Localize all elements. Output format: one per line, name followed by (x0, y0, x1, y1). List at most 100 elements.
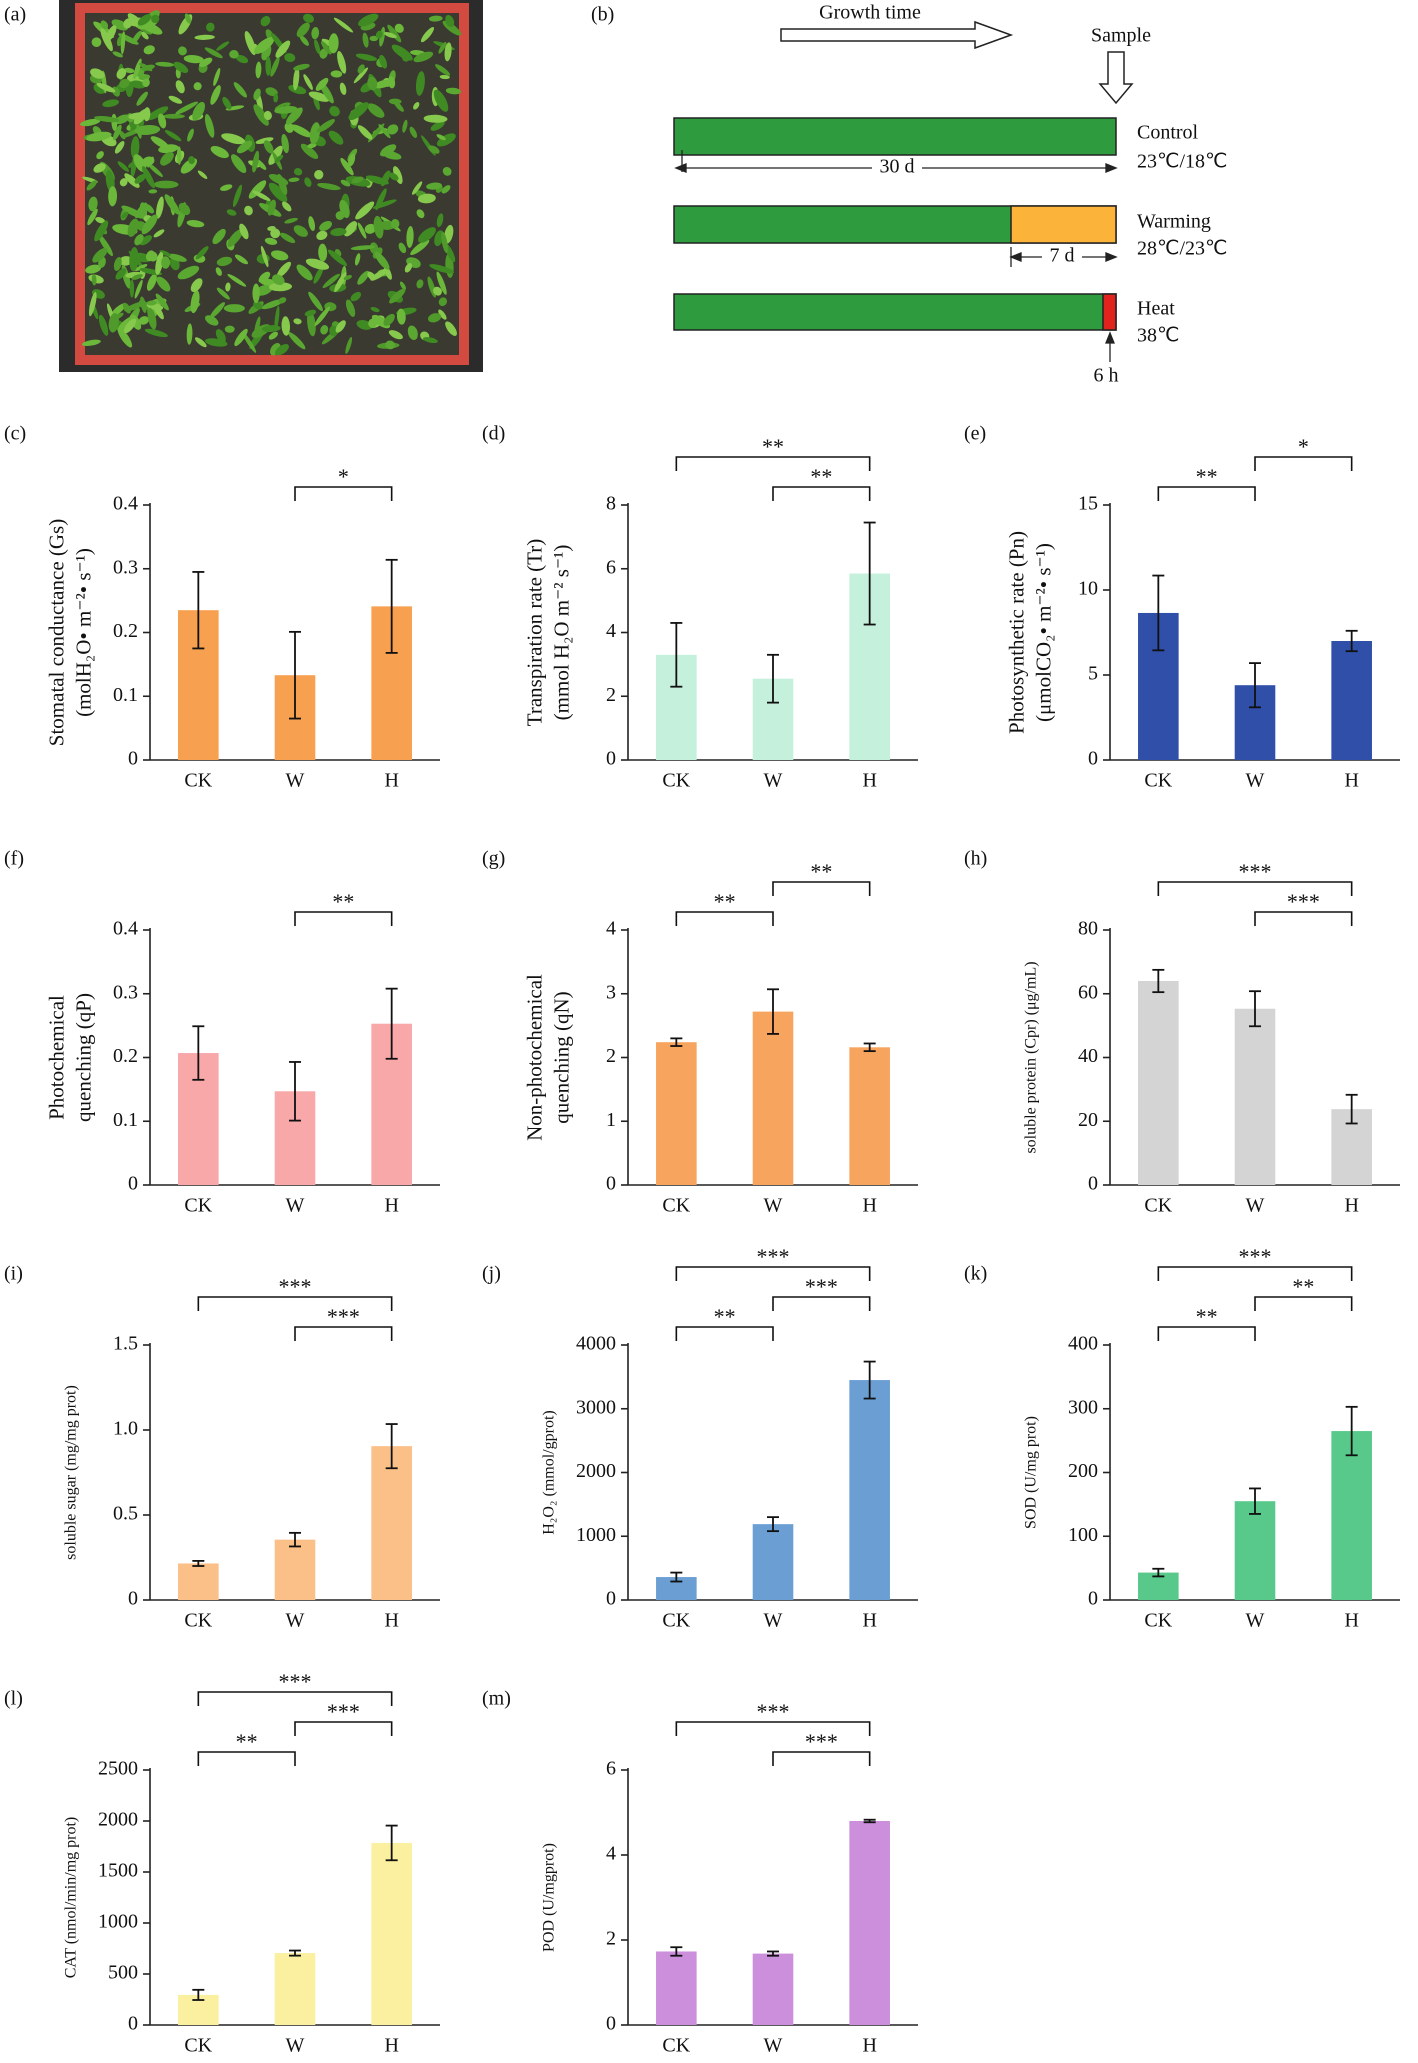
leaf (210, 146, 229, 159)
leaf (106, 25, 117, 41)
leaf (119, 78, 130, 89)
leaf (304, 177, 312, 188)
leaf (373, 215, 384, 239)
bar (849, 1821, 890, 2025)
leaf (175, 101, 199, 115)
leaf (335, 320, 346, 333)
y-tick-label: 0 (1088, 1588, 1098, 1610)
leaf (436, 271, 447, 295)
leaf (86, 131, 112, 142)
significance-bracket (675, 911, 774, 926)
leaf (418, 227, 436, 243)
y-tick-label: 1500 (98, 1860, 138, 1882)
x-tick-label: CK (662, 770, 690, 792)
leaf (260, 15, 271, 27)
leaf (91, 37, 102, 48)
leaf (253, 301, 263, 310)
leaf (267, 225, 276, 231)
significance-label: *** (1239, 859, 1272, 884)
leaf (92, 247, 108, 263)
leaf (345, 299, 356, 317)
leaf (134, 202, 148, 219)
leaf (337, 51, 347, 74)
leaf (270, 56, 280, 77)
leaf (215, 329, 226, 343)
y-axis-label: CAT (nmol/min/mg prot) (63, 1817, 80, 1978)
significance-bracket (294, 1326, 393, 1341)
leaf (393, 166, 403, 184)
leaf (129, 279, 135, 298)
leaf (319, 220, 332, 232)
leaf (156, 276, 171, 292)
leaf (267, 199, 276, 216)
bar (849, 1047, 890, 1185)
leaf (80, 118, 101, 127)
leaf (88, 291, 97, 317)
leaf (362, 32, 369, 48)
leaf (168, 95, 183, 104)
leaf (429, 264, 455, 274)
significance-label: ** (714, 1304, 736, 1329)
y-axis-label: (μmolCO₂• m⁻²• s⁻¹) (1031, 543, 1055, 722)
panel-label: (f) (4, 848, 24, 870)
significance-bracket (294, 911, 393, 926)
significance-bracket (1254, 1296, 1353, 1311)
leaf (146, 106, 169, 121)
leaf (153, 229, 165, 238)
panel-label: (j) (482, 1263, 501, 1285)
y-axis-label: Photochemical (44, 995, 68, 1120)
leaf (215, 267, 222, 276)
bar (656, 1577, 697, 1600)
panel-label: (g) (482, 848, 505, 870)
leaf (268, 182, 288, 203)
leaf (141, 214, 158, 235)
x-tick-label: W (764, 2035, 783, 2057)
leaf (239, 223, 249, 240)
leaf (355, 53, 378, 61)
y-tick-label: 4000 (576, 1333, 616, 1355)
leaf (244, 30, 256, 56)
leaf (439, 74, 450, 80)
leaf (278, 297, 287, 304)
leaf (141, 31, 149, 40)
leaf (320, 325, 329, 335)
leaf (138, 316, 149, 325)
leaf (178, 202, 191, 216)
leaf (252, 150, 260, 173)
y-tick-label: 5 (1088, 663, 1098, 685)
leaf (144, 203, 155, 214)
leaf (436, 213, 444, 228)
leaf (404, 263, 413, 273)
leaf (190, 290, 200, 314)
y-tick-label: 0.4 (113, 918, 138, 940)
x-tick-label: W (764, 770, 783, 792)
bar (752, 1953, 794, 2025)
leaf (236, 140, 253, 154)
leaf (378, 124, 391, 139)
heat-segment (1102, 293, 1117, 331)
leaf (284, 53, 296, 63)
leaf (112, 51, 124, 58)
leaf (94, 220, 109, 242)
leaf (194, 34, 215, 40)
x-tick-label: W (764, 1610, 783, 1632)
leaf (329, 106, 340, 117)
significance-bracket (1254, 456, 1353, 471)
leaf (173, 61, 189, 74)
leaf (438, 297, 448, 307)
y-axis-label: Transpiration rate (Tr) (522, 539, 546, 726)
y-tick-label: 2000 (576, 1460, 616, 1482)
y-axis-label: (molH₂O• m⁻²• s⁻¹) (71, 548, 95, 717)
significance-label: ** (332, 889, 354, 914)
leaf (121, 211, 129, 219)
leaf (275, 40, 291, 58)
panel-label: (b) (591, 4, 614, 26)
leaf (374, 251, 390, 270)
leaf (411, 181, 423, 195)
x-tick-label: H (1344, 1195, 1358, 1217)
leaf (131, 30, 142, 45)
significance-label: *** (1287, 889, 1320, 914)
leaf (161, 256, 171, 269)
leaf (417, 193, 436, 204)
leaf (357, 125, 373, 140)
